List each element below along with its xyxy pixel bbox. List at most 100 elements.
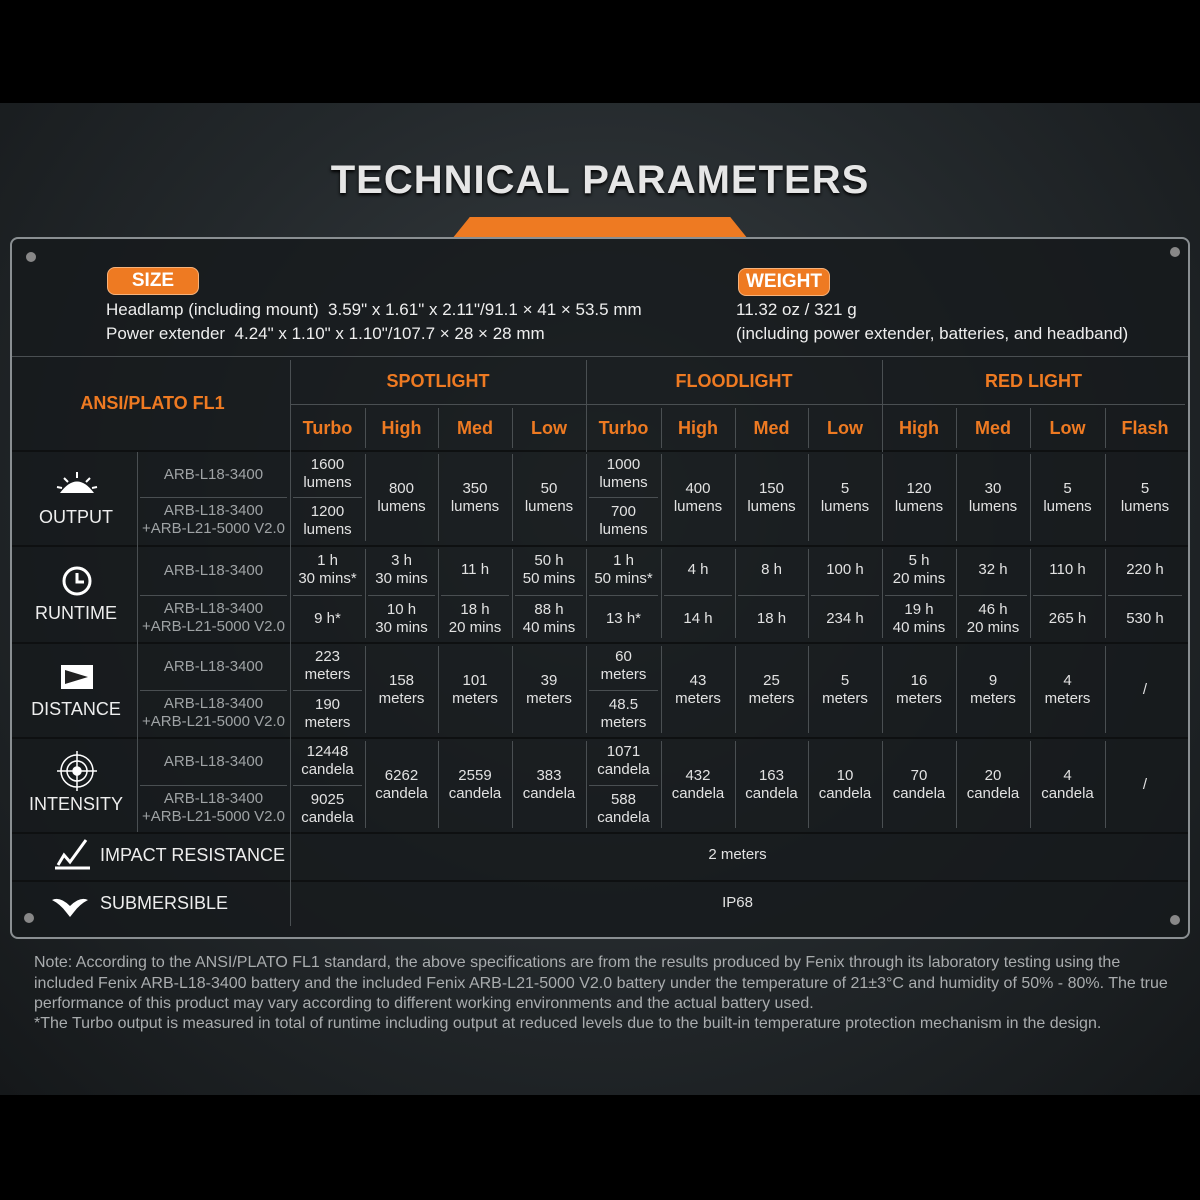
weight-line: (including power extender, batteries, an… [736,324,1129,343]
value: 1600 lumens [303,455,352,491]
value: 1071 candela [597,743,650,778]
v-line [1030,741,1031,828]
value: 4 h [687,561,709,578]
v-line [882,549,883,638]
value: 163 candela [745,766,798,802]
h-line [12,642,1188,644]
v-line [808,408,809,448]
v-line [586,741,587,828]
h-line [140,595,287,596]
value: 19 h 40 mins [892,600,946,636]
v-line [956,549,957,638]
value: 11 h [460,561,490,578]
v-line [1105,549,1106,638]
value: 39 meters [526,671,572,707]
v-line [808,741,809,828]
value: 8 h [761,561,782,578]
value: 9 meters [970,671,1016,707]
value: 190 meters [304,695,351,731]
title-tab [452,217,748,239]
group-header: FLOODLIGHT [675,371,793,391]
value: 18 h 20 mins [448,600,502,636]
value: 100 h [826,561,864,578]
value: 60 meters [600,648,647,683]
mode-header: Low [1049,417,1086,438]
v-line [586,549,587,638]
v-line [586,360,587,452]
h-line [959,595,1027,596]
value: 5 lumens [820,479,870,515]
h-line [293,595,362,596]
value: 588 candela [597,790,650,826]
mode-header: Med [753,417,790,438]
h-line [140,690,287,691]
value: 1 h 50 mins* [594,552,653,587]
value: 4 meters [1044,671,1091,707]
h-line [811,595,879,596]
v-line [438,549,439,638]
h-line [12,880,1188,882]
h-line [12,356,1188,357]
value: 5 h 20 mins [892,552,946,587]
row-label: INTENSITY [28,793,123,814]
v-line [586,646,587,733]
v-line [735,549,736,638]
value: 48.5 meters [600,695,647,731]
value: 18 h [756,609,787,627]
size-line: Headlamp (including mount) 3.59" x 1.61"… [106,300,642,319]
value: / [1142,775,1148,793]
v-line [1105,454,1106,541]
h-line [664,595,732,596]
v-line [956,454,957,541]
v-line [735,646,736,733]
v-line [137,452,138,832]
weight-line: 11.32 oz / 321 g [736,300,857,319]
v-line [1105,408,1106,448]
v-line [735,741,736,828]
h-line [441,595,509,596]
value: 101 meters [452,671,498,707]
h-line [1033,595,1102,596]
v-line [512,408,513,448]
value: 383 candela [522,766,576,802]
v-line [365,549,366,638]
v-line [438,741,439,828]
h-line [290,404,1185,405]
impact-icon [55,839,90,870]
mode-header: Flash [1121,417,1169,438]
v-line [365,646,366,733]
row-label: OUTPUT [39,506,113,527]
value: 1 h 30 mins* [298,552,357,587]
v-line [956,741,957,828]
mode-header: Med [975,417,1011,438]
output-icon [56,472,98,493]
h-line [515,595,583,596]
v-line [808,454,809,541]
h-line [12,832,1188,834]
value: 13 h* [605,609,642,627]
v-line [882,454,883,541]
h-line [368,595,435,596]
value: 120 lumens [894,479,944,515]
model-label: ARB-L18-3400 [163,465,264,483]
v-line [365,741,366,828]
mode-header: High [678,417,718,438]
v-line [1030,454,1031,541]
value: 25 meters [748,671,795,707]
v-line [1105,741,1106,828]
v-line [735,454,736,541]
v-line [661,408,662,448]
extra-value: IP68 [722,894,753,911]
mode-header: Turbo [598,417,649,438]
title: TECHNICAL PARAMETERS [330,158,870,202]
value: 800 lumens [377,479,426,515]
h-line [293,785,362,786]
note: *The Turbo output is measured in total o… [34,1015,1102,1032]
value: 5 lumens [1043,479,1092,515]
value: 5 lumens [1120,479,1170,515]
mode-header: Low [531,417,567,438]
value: 3 h 30 mins [375,552,428,587]
v-line [956,646,957,733]
